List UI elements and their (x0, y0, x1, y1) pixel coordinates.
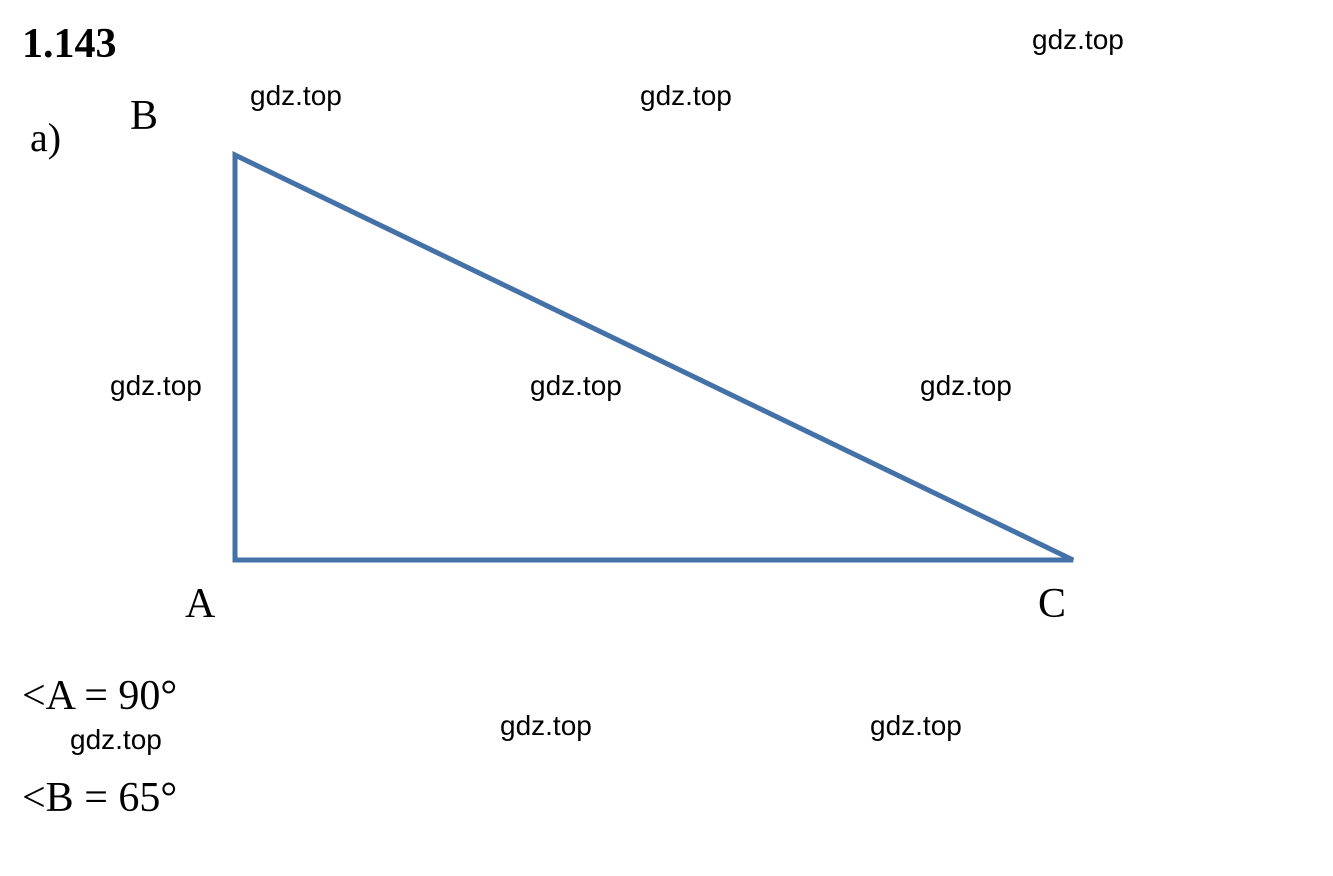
watermark-text: gdz.top (250, 80, 342, 112)
watermark-text: gdz.top (500, 710, 592, 742)
triangle-shape (235, 155, 1073, 560)
watermark-text: gdz.top (1032, 24, 1124, 56)
watermark-text: gdz.top (110, 370, 202, 402)
problem-number: 1.143 (22, 20, 117, 68)
watermark-text: gdz.top (530, 370, 622, 402)
watermark-text: gdz.top (920, 370, 1012, 402)
angle-b-equation: <B = 65° (22, 774, 177, 822)
vertex-label-a: A (185, 580, 215, 628)
vertex-label-b: B (130, 92, 158, 140)
watermark-text: gdz.top (640, 80, 732, 112)
watermark-text: gdz.top (70, 724, 162, 756)
triangle-diagram (215, 145, 1095, 575)
watermark-text: gdz.top (870, 710, 962, 742)
sub-part-label: a) (30, 114, 61, 161)
vertex-label-c: C (1038, 580, 1066, 628)
angle-a-equation: <A = 90° (22, 672, 177, 720)
